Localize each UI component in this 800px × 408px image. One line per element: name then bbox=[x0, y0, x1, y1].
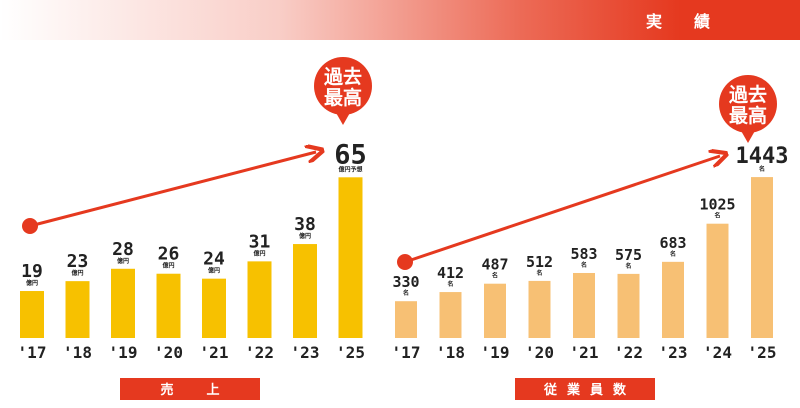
sales-chart: 19億円'1723億円'1828億円'1926億円'2024億円'2131億円'… bbox=[18, 57, 372, 400]
sales-bar-4 bbox=[202, 278, 226, 338]
employees-bar-1 bbox=[439, 292, 462, 338]
employees-bar-4 bbox=[573, 272, 595, 338]
sales-unit-label-5: 億円 bbox=[253, 249, 265, 257]
employees-badge-circle bbox=[719, 75, 777, 133]
sales-trend-arrow bbox=[29, 152, 316, 228]
employees-bar-8 bbox=[751, 177, 773, 338]
sales-bar-6 bbox=[293, 244, 317, 338]
sales-unit-label-3: 億円 bbox=[162, 262, 174, 270]
employees-value-label-8: 1443 bbox=[736, 144, 789, 169]
employees-bar-7 bbox=[706, 223, 729, 338]
sales-tick-label-0: '17 bbox=[18, 343, 47, 362]
sales-caption-box bbox=[120, 378, 260, 400]
employees-bar-0 bbox=[395, 301, 417, 338]
employees-bar-3 bbox=[528, 280, 551, 338]
sales-bar-3 bbox=[156, 273, 181, 338]
sales-value-label-7: 65 bbox=[334, 139, 367, 170]
employees-tick-label-4: '21 bbox=[570, 343, 599, 362]
employees-value-label-2: 487 bbox=[481, 256, 508, 274]
employees-badge-line2: 最高 bbox=[729, 104, 767, 127]
sales-unit-label-0: 億円 bbox=[26, 279, 38, 287]
sales-unit-label-2: 億円 bbox=[117, 257, 129, 265]
sales-value-label-6: 38 bbox=[294, 214, 316, 235]
sales-value-label-0: 19 bbox=[21, 261, 43, 282]
sales-badge-line2: 最高 bbox=[324, 86, 362, 109]
employees-unit-label-1: 名 bbox=[447, 280, 453, 288]
sales-tick-label-4: '21 bbox=[200, 343, 229, 362]
header-band: 実 績 bbox=[0, 0, 800, 40]
employees-value-label-3: 512 bbox=[526, 253, 553, 271]
employees-bar-2 bbox=[484, 283, 506, 338]
employees-value-label-4: 583 bbox=[570, 245, 597, 263]
sales-bar-5 bbox=[247, 261, 272, 338]
employees-tick-label-2: '19 bbox=[481, 343, 510, 362]
sales-unit-label-4: 億円 bbox=[208, 267, 220, 275]
employees-unit-label-6: 名 bbox=[670, 250, 676, 258]
employees-value-label-6: 683 bbox=[659, 234, 686, 252]
sales-value-label-5: 31 bbox=[249, 231, 271, 252]
employees-tick-label-3: '20 bbox=[525, 343, 554, 362]
sales-tick-label-1: '18 bbox=[63, 343, 92, 362]
sales-chart-title: 売 上 bbox=[160, 382, 229, 398]
sales-tick-label-5: '22 bbox=[245, 343, 274, 362]
sales-value-label-4: 24 bbox=[203, 249, 225, 270]
sales-bar-7 bbox=[338, 177, 363, 338]
sales-badge-line1: 過去 bbox=[324, 65, 362, 88]
sales-value-label-1: 23 bbox=[67, 251, 89, 272]
employees-value-label-5: 575 bbox=[615, 246, 642, 264]
employees-tick-label-0: '17 bbox=[392, 343, 421, 362]
employees-value-label-7: 1025 bbox=[699, 196, 735, 214]
employees-unit-label-8: 名 bbox=[759, 165, 765, 173]
employees-chart-title: 従業員数 bbox=[543, 382, 636, 398]
sales-tick-label-3: '20 bbox=[154, 343, 183, 362]
sales-unit-label-7: 億円予想 bbox=[338, 165, 362, 173]
employees-trend-arrow bbox=[404, 156, 720, 264]
employees-value-label-0: 330 bbox=[392, 273, 419, 291]
employees-badge-line1: 過去 bbox=[729, 83, 767, 106]
employees-tick-label-7: '24 bbox=[703, 343, 732, 362]
sales-bar-0 bbox=[20, 291, 44, 338]
employees-value-label-1: 412 bbox=[437, 264, 464, 282]
employees-unit-label-5: 名 bbox=[625, 262, 631, 270]
sales-tick-label-6: '23 bbox=[291, 343, 320, 362]
sales-value-label-2: 28 bbox=[112, 239, 134, 260]
header-title: 実 績 bbox=[645, 12, 718, 31]
employees-chart: 330名'17412名'18487名'19512名'20583名'21575名'… bbox=[392, 75, 789, 400]
employees-unit-label-7: 名 bbox=[714, 212, 720, 220]
sales-badge-circle bbox=[314, 57, 372, 115]
sales-unit-label-6: 億円 bbox=[299, 232, 311, 240]
employees-trend-dot bbox=[397, 254, 413, 270]
employees-tick-label-8: '25 bbox=[748, 343, 777, 362]
employees-caption-box bbox=[515, 378, 655, 400]
employees-tick-label-6: '23 bbox=[659, 343, 688, 362]
employees-bar-6 bbox=[662, 261, 684, 338]
employees-unit-label-2: 名 bbox=[492, 272, 498, 280]
sales-tick-label-2: '19 bbox=[109, 343, 138, 362]
employees-tick-label-1: '18 bbox=[436, 343, 465, 362]
sales-unit-label-1: 億円 bbox=[71, 269, 83, 277]
sales-tick-label-7: '25 bbox=[336, 343, 365, 362]
sales-bar-1 bbox=[65, 281, 90, 338]
employees-unit-label-3: 名 bbox=[536, 269, 542, 277]
sales-value-label-3: 26 bbox=[158, 244, 180, 265]
employees-unit-label-4: 名 bbox=[581, 261, 587, 269]
employees-tick-label-5: '22 bbox=[614, 343, 643, 362]
sales-trend-dot bbox=[22, 218, 38, 234]
sales-bar-2 bbox=[111, 268, 135, 338]
employees-bar-5 bbox=[617, 273, 640, 338]
employees-unit-label-0: 名 bbox=[403, 289, 409, 297]
